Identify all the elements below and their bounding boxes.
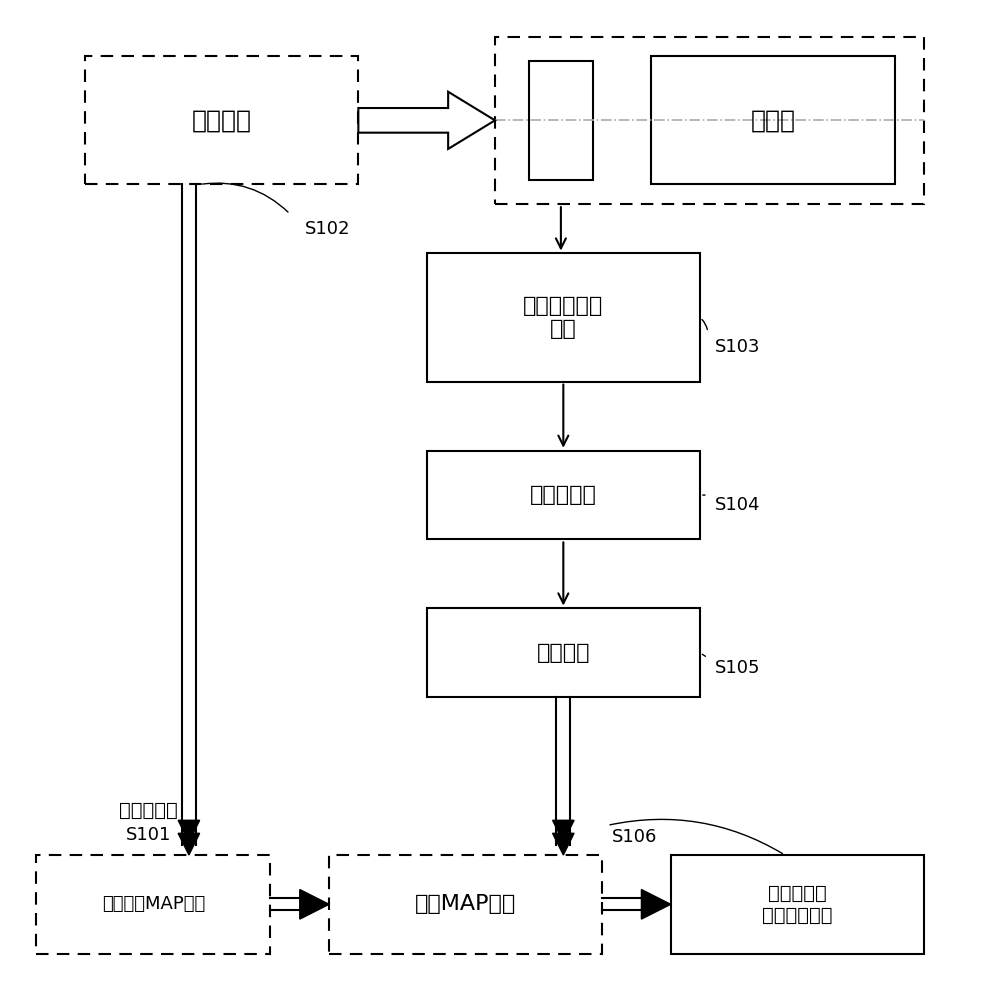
Polygon shape xyxy=(552,833,574,855)
Text: 阶次分析: 阶次分析 xyxy=(537,643,590,663)
Polygon shape xyxy=(552,820,574,842)
Text: S106: S106 xyxy=(612,828,657,846)
FancyBboxPatch shape xyxy=(427,608,700,697)
Text: 运行状态: 运行状态 xyxy=(192,108,251,132)
Text: S105: S105 xyxy=(715,659,760,677)
Text: S104: S104 xyxy=(715,496,760,514)
Polygon shape xyxy=(300,890,329,919)
FancyBboxPatch shape xyxy=(427,253,700,382)
FancyBboxPatch shape xyxy=(495,37,925,204)
Text: 自学习阶段: 自学习阶段 xyxy=(119,801,178,820)
Text: 采集转速脉冲
信号: 采集转速脉冲 信号 xyxy=(523,296,604,339)
Text: S101: S101 xyxy=(126,826,171,844)
FancyBboxPatch shape xyxy=(329,855,602,954)
FancyBboxPatch shape xyxy=(530,61,593,180)
Polygon shape xyxy=(178,833,200,855)
FancyBboxPatch shape xyxy=(427,451,700,539)
Text: 角位移信号: 角位移信号 xyxy=(530,485,597,505)
Text: S103: S103 xyxy=(715,338,760,356)
Text: 匹配后获得
当前工作状态: 匹配后获得 当前工作状态 xyxy=(762,884,833,925)
Text: 柴油机: 柴油机 xyxy=(750,108,796,132)
FancyBboxPatch shape xyxy=(670,855,925,954)
Text: 运行状态MAP图组: 运行状态MAP图组 xyxy=(102,895,205,913)
FancyBboxPatch shape xyxy=(651,56,895,184)
Polygon shape xyxy=(642,890,670,919)
FancyBboxPatch shape xyxy=(37,855,270,954)
Text: 保存MAP图组: 保存MAP图组 xyxy=(415,894,517,914)
Polygon shape xyxy=(178,820,200,842)
Polygon shape xyxy=(358,92,495,149)
FancyBboxPatch shape xyxy=(85,56,358,184)
Text: S102: S102 xyxy=(305,220,350,238)
